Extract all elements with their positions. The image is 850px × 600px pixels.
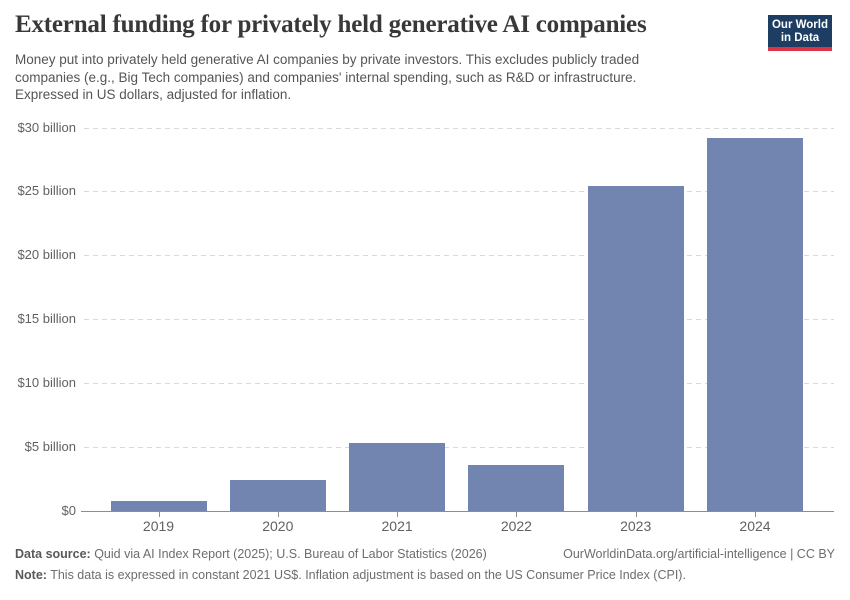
note-line: Note: This data is expressed in constant… [15, 568, 686, 582]
x-axis-tick [516, 512, 518, 517]
data-source-label: Data source: [15, 547, 91, 561]
bar-2020[interactable] [229, 480, 326, 511]
gridline [84, 127, 834, 129]
owid-logo[interactable]: Our World in Data [768, 15, 832, 51]
y-axis-tick-label: $20 billion [17, 247, 76, 263]
owid-logo-line1: Our World [771, 19, 828, 31]
chart-subtitle: Money put into privately held generative… [15, 52, 640, 102]
note-text: This data is expressed in constant 2021 … [46, 568, 686, 582]
y-axis-tick-label: $30 billion [17, 119, 76, 135]
chart-footer: Data source: Quid via AI Index Report (2… [15, 547, 835, 582]
gridline [84, 255, 834, 257]
gridline [84, 447, 834, 449]
x-axis-label-2021: 2021 [381, 518, 413, 534]
x-axis-tick [277, 512, 279, 517]
bar-2021[interactable] [349, 443, 446, 511]
gridline [84, 191, 834, 193]
x-axis-label-2022: 2022 [500, 518, 532, 534]
y-axis-tick-label: $0 [61, 503, 76, 518]
data-source-line: Data source: Quid via AI Index Report (2… [15, 547, 487, 561]
x-axis-tick [635, 512, 637, 517]
x-axis-label-2019: 2019 [142, 518, 175, 534]
bar-2024[interactable] [707, 137, 803, 511]
x-axis-label-2023: 2023 [620, 518, 652, 534]
y-axis-tick-label: $25 billion [17, 183, 76, 199]
x-axis-line [81, 511, 834, 512]
gridline [84, 319, 834, 321]
x-axis-tick [158, 512, 160, 517]
bar-2022[interactable] [468, 464, 565, 511]
y-axis-tick-label: $15 billion [17, 311, 76, 327]
bar-2019[interactable] [110, 500, 207, 511]
x-axis-tick [397, 512, 399, 517]
x-axis-label-2024: 2024 [739, 518, 771, 534]
x-axis-tick [755, 512, 756, 517]
y-axis-tick-label: $10 billion [17, 375, 76, 391]
data-source-text: Quid via AI Index Report (2025); U.S. Bu… [90, 547, 487, 561]
gridline [84, 383, 834, 385]
note-label: Note: [15, 568, 47, 582]
attribution-link[interactable]: OurWorldinData.org/artificial-intelligen… [563, 547, 835, 561]
x-axis-label-2020: 2020 [262, 518, 294, 534]
owid-logo-line2: in Data [780, 32, 820, 44]
bar-2023[interactable] [587, 186, 684, 511]
y-axis-tick-label: $5 billion [24, 439, 76, 455]
chart-title: External funding for privately held gene… [15, 11, 647, 38]
